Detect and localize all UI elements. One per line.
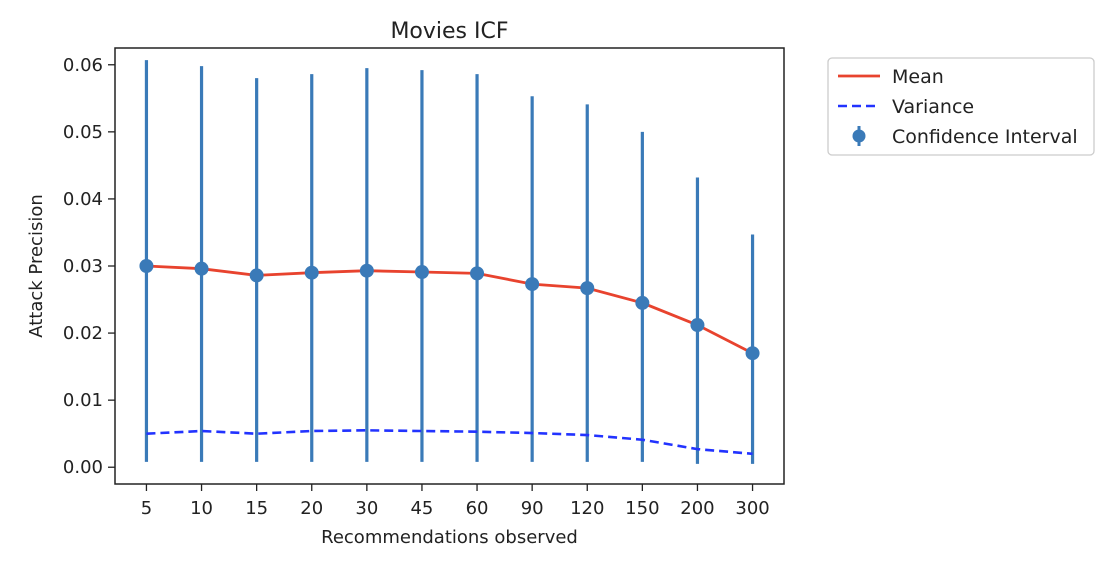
y-tick-label: 0.02 [63, 323, 103, 344]
mean-point [194, 261, 209, 276]
y-axis-label: Attack Precision [26, 194, 47, 338]
plot-frame [114, 47, 785, 485]
legend-ci-swatch-marker [852, 129, 866, 143]
plot-area [139, 60, 760, 464]
mean-point [359, 263, 374, 278]
mean-point [470, 266, 485, 281]
mean-point [690, 318, 705, 333]
x-tick-label: 15 [245, 498, 268, 519]
x-tick-label: 45 [410, 498, 433, 519]
y-tick-label: 0.04 [63, 189, 103, 210]
legend-label: Mean [892, 66, 944, 88]
x-tick-label: 300 [735, 498, 769, 519]
x-tick-label: 60 [466, 498, 489, 519]
mean-point [304, 265, 319, 280]
x-tick-label: 90 [521, 498, 544, 519]
x-tick-label: 200 [680, 498, 714, 519]
legend: Mean Variance Confidence Interval [827, 57, 1095, 156]
chart-title: Movies ICF [390, 19, 508, 44]
legend-label: Variance [892, 96, 974, 118]
mean-point [139, 259, 154, 273]
y-tick-label: 0.05 [63, 122, 103, 143]
x-tick-label: 150 [625, 498, 659, 519]
mean-point [635, 295, 650, 310]
mean-point [525, 277, 540, 292]
mean-point [249, 268, 264, 283]
y-tick-label: 0.03 [63, 256, 103, 277]
mean-line [146, 264, 754, 355]
mean-point [414, 265, 429, 280]
variance-line [146, 429, 753, 456]
x-tick-label: 30 [355, 498, 378, 519]
x-tick-label: 120 [570, 498, 604, 519]
legend-box [827, 57, 1095, 156]
legend-label: Confidence Interval [892, 126, 1078, 148]
x-axis-label: Recommendations observed [321, 527, 578, 548]
x-tick-label: 20 [300, 498, 323, 519]
y-tick-label: 0.01 [63, 390, 103, 411]
mean-point [745, 346, 760, 361]
y-tick-label: 0.06 [63, 55, 103, 76]
x-tick-label: 5 [141, 498, 152, 519]
y-tick-label: 0.00 [63, 457, 103, 478]
x-tick-label: 10 [190, 498, 213, 519]
mean-point [580, 281, 595, 296]
